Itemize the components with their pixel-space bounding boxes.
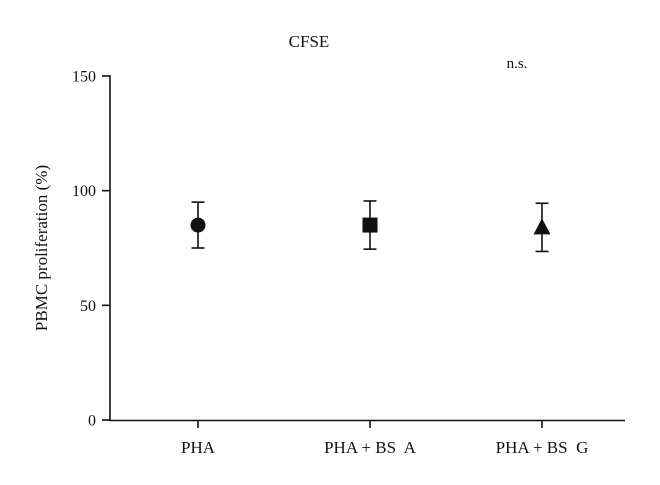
x-category-label-1: PHA: [181, 438, 216, 457]
significance-annotation: n.s.: [507, 56, 528, 72]
y-tick-label-100: 100: [72, 183, 96, 200]
data-point-circle-1: [190, 217, 206, 233]
y-tick-label-50: 50: [80, 298, 96, 315]
data-point-square-2: [362, 217, 378, 233]
x-category-label-2: PHA + BS A: [324, 438, 417, 457]
chart-title: CFSE: [289, 32, 330, 51]
y-tick-label-0: 0: [88, 413, 96, 430]
data-points: [190, 200, 551, 253]
y-axis-label: PBMC proliferation (%): [32, 165, 51, 331]
y-ticks: 0 50 100 150: [72, 69, 110, 430]
x-ticks: PHA PHA + BS A PHA + BS G: [181, 420, 588, 457]
x-category-label-3: PHA + BS G: [496, 438, 589, 457]
data-point-triangle-3: [533, 218, 551, 235]
y-tick-label-150: 150: [72, 69, 96, 86]
